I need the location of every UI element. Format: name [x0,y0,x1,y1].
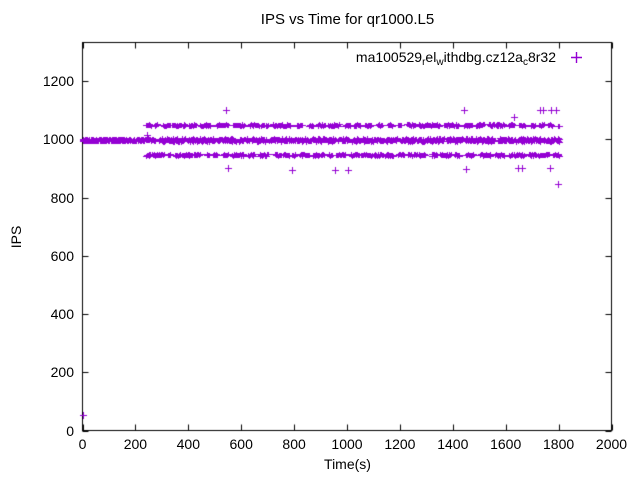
x-axis-label: Time(s) [324,456,371,472]
legend-text-part: c [522,57,528,68]
x-tick-label: 1200 [384,436,416,452]
plus-marker-icon [571,51,582,63]
y-axis-label: IPS [8,225,24,249]
x-tick-label: 400 [176,436,200,452]
legend: ma100529relwithdbg.cz12ac8r32 [355,48,582,68]
legend-text-part: ithdbg.cz12a [443,49,523,65]
x-tick-label: 200 [123,436,148,452]
x-tick-label: 0 [78,436,87,452]
y-tick-label: 800 [50,189,74,206]
legend-series-label: ma100529relwithdbg.cz12ac8r32 [355,49,556,68]
legend-text-part: w [436,57,444,68]
legend-text-part: el [425,49,437,65]
x-tick-label: 1400 [437,436,469,452]
legend-text-part: r [422,57,426,68]
y-tick-label: 1000 [42,131,74,148]
x-tick-label: 1000 [331,436,363,452]
x-tick-label: 1600 [490,436,522,452]
y-tick-label: 600 [50,247,74,264]
x-tick-label: 600 [229,436,253,452]
y-tick-label: 400 [50,306,74,323]
legend-text-part: 8r32 [527,49,556,65]
y-tick-label: 0 [66,422,74,439]
x-tick-label: 2000 [595,436,628,452]
x-tick-label: 1800 [543,436,575,452]
y-tick-label: 200 [50,364,74,381]
legend-text-part: ma100529 [355,49,423,65]
y-tick-label: 1200 [42,73,74,90]
x-tick-label: 800 [282,436,306,452]
chart-title: IPS vs Time for qr1000.L5 [260,11,435,28]
